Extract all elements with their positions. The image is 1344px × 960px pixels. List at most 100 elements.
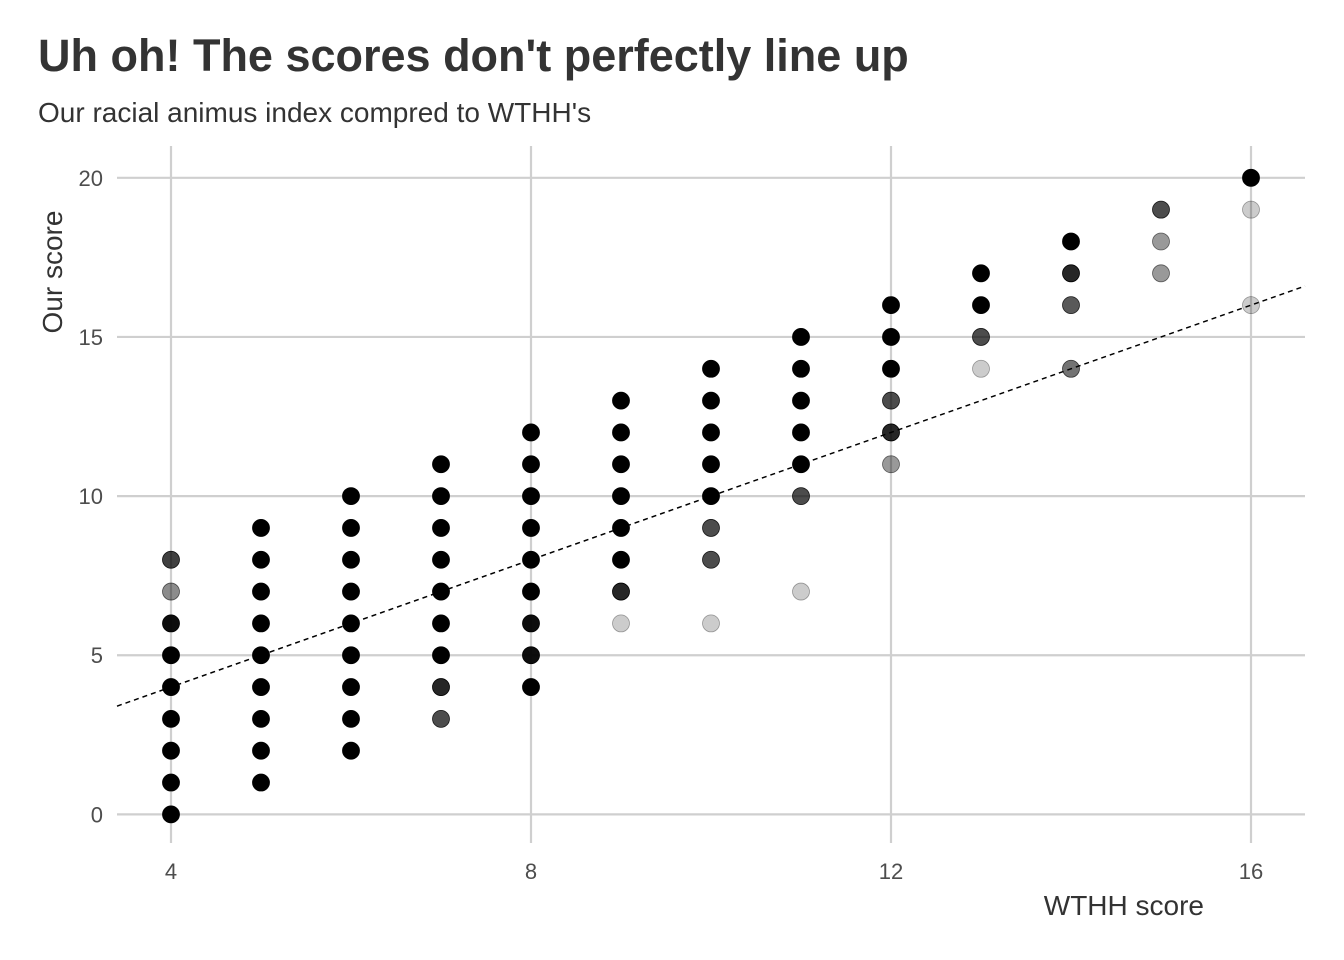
data-point xyxy=(342,582,360,601)
data-point xyxy=(702,519,720,537)
y-tick-label: 10 xyxy=(79,484,103,509)
data-point xyxy=(522,487,540,505)
data-point xyxy=(342,614,360,633)
data-point xyxy=(432,709,450,728)
data-point xyxy=(252,614,270,633)
data-point xyxy=(612,423,630,442)
data-point xyxy=(882,423,900,442)
data-point xyxy=(342,646,360,665)
data-point xyxy=(1062,232,1080,251)
data-point xyxy=(612,582,630,601)
data-point xyxy=(432,519,450,537)
data-point xyxy=(162,805,180,824)
data-point xyxy=(882,296,900,315)
data-point xyxy=(252,519,270,537)
data-point xyxy=(612,519,630,537)
y-tick-label: 15 xyxy=(79,325,103,350)
data-point xyxy=(342,709,360,728)
x-tick-label: 8 xyxy=(525,859,537,884)
data-point xyxy=(1152,200,1170,219)
data-point xyxy=(252,678,270,696)
data-point xyxy=(1062,359,1080,378)
data-point xyxy=(432,582,450,601)
data-point xyxy=(522,455,540,474)
data-point xyxy=(522,582,540,601)
data-point xyxy=(882,391,900,410)
data-point xyxy=(522,519,540,537)
data-point xyxy=(162,741,180,760)
data-point xyxy=(792,582,810,601)
data-point xyxy=(882,359,900,378)
data-point xyxy=(252,582,270,601)
data-point xyxy=(162,550,180,569)
chart-subtitle: Our racial animus index compred to WTHH'… xyxy=(38,97,592,128)
data-point xyxy=(882,328,900,346)
chart-title: Uh oh! The scores don't perfectly line u… xyxy=(38,30,909,81)
data-point xyxy=(972,328,990,346)
data-point xyxy=(432,487,450,505)
data-point xyxy=(702,423,720,442)
data-point xyxy=(792,391,810,410)
x-tick-label: 16 xyxy=(1239,859,1263,884)
data-point xyxy=(252,646,270,665)
data-point xyxy=(1062,296,1080,315)
y-tick-label: 5 xyxy=(91,643,103,668)
data-point xyxy=(342,550,360,569)
data-point xyxy=(252,550,270,569)
data-point xyxy=(252,741,270,760)
data-point xyxy=(432,455,450,474)
data-point xyxy=(252,773,270,792)
data-point xyxy=(162,646,180,665)
data-point xyxy=(522,614,540,633)
data-point xyxy=(612,550,630,569)
data-point xyxy=(792,328,810,346)
data-point xyxy=(342,678,360,696)
data-point xyxy=(972,359,990,378)
data-point xyxy=(1062,264,1080,283)
data-point xyxy=(432,678,450,696)
data-point xyxy=(612,391,630,410)
data-point xyxy=(882,455,900,474)
data-point xyxy=(612,614,630,633)
x-tick-label: 4 xyxy=(165,859,177,884)
data-point xyxy=(342,741,360,760)
data-point xyxy=(702,487,720,505)
data-point xyxy=(1152,232,1170,251)
data-point xyxy=(792,359,810,378)
data-points xyxy=(162,168,1260,824)
data-point xyxy=(702,359,720,378)
y-tick-label: 20 xyxy=(79,166,103,191)
data-point xyxy=(702,391,720,410)
data-point xyxy=(792,455,810,474)
data-point xyxy=(162,614,180,633)
data-point xyxy=(162,773,180,792)
data-point xyxy=(612,455,630,474)
data-point xyxy=(612,487,630,505)
tick-labels: 4 8 12 16 0 5 10 15 20 xyxy=(79,166,1264,884)
data-point xyxy=(162,709,180,728)
data-point xyxy=(432,550,450,569)
y-axis-title: Our score xyxy=(37,211,68,334)
data-point xyxy=(342,519,360,537)
data-point xyxy=(252,709,270,728)
data-point xyxy=(522,678,540,696)
data-point xyxy=(702,455,720,474)
data-point xyxy=(522,423,540,442)
data-point xyxy=(1242,200,1260,219)
data-point xyxy=(972,296,990,315)
data-point xyxy=(1152,264,1170,283)
data-point xyxy=(702,550,720,569)
data-point xyxy=(342,487,360,505)
x-tick-label: 12 xyxy=(879,859,903,884)
data-point xyxy=(162,678,180,696)
data-point xyxy=(792,487,810,505)
data-point xyxy=(1242,296,1260,315)
y-tick-label: 0 xyxy=(91,802,103,827)
data-point xyxy=(432,614,450,633)
data-point xyxy=(702,614,720,633)
data-point xyxy=(792,423,810,442)
data-point xyxy=(162,582,180,601)
data-point xyxy=(522,646,540,665)
data-point xyxy=(522,550,540,569)
